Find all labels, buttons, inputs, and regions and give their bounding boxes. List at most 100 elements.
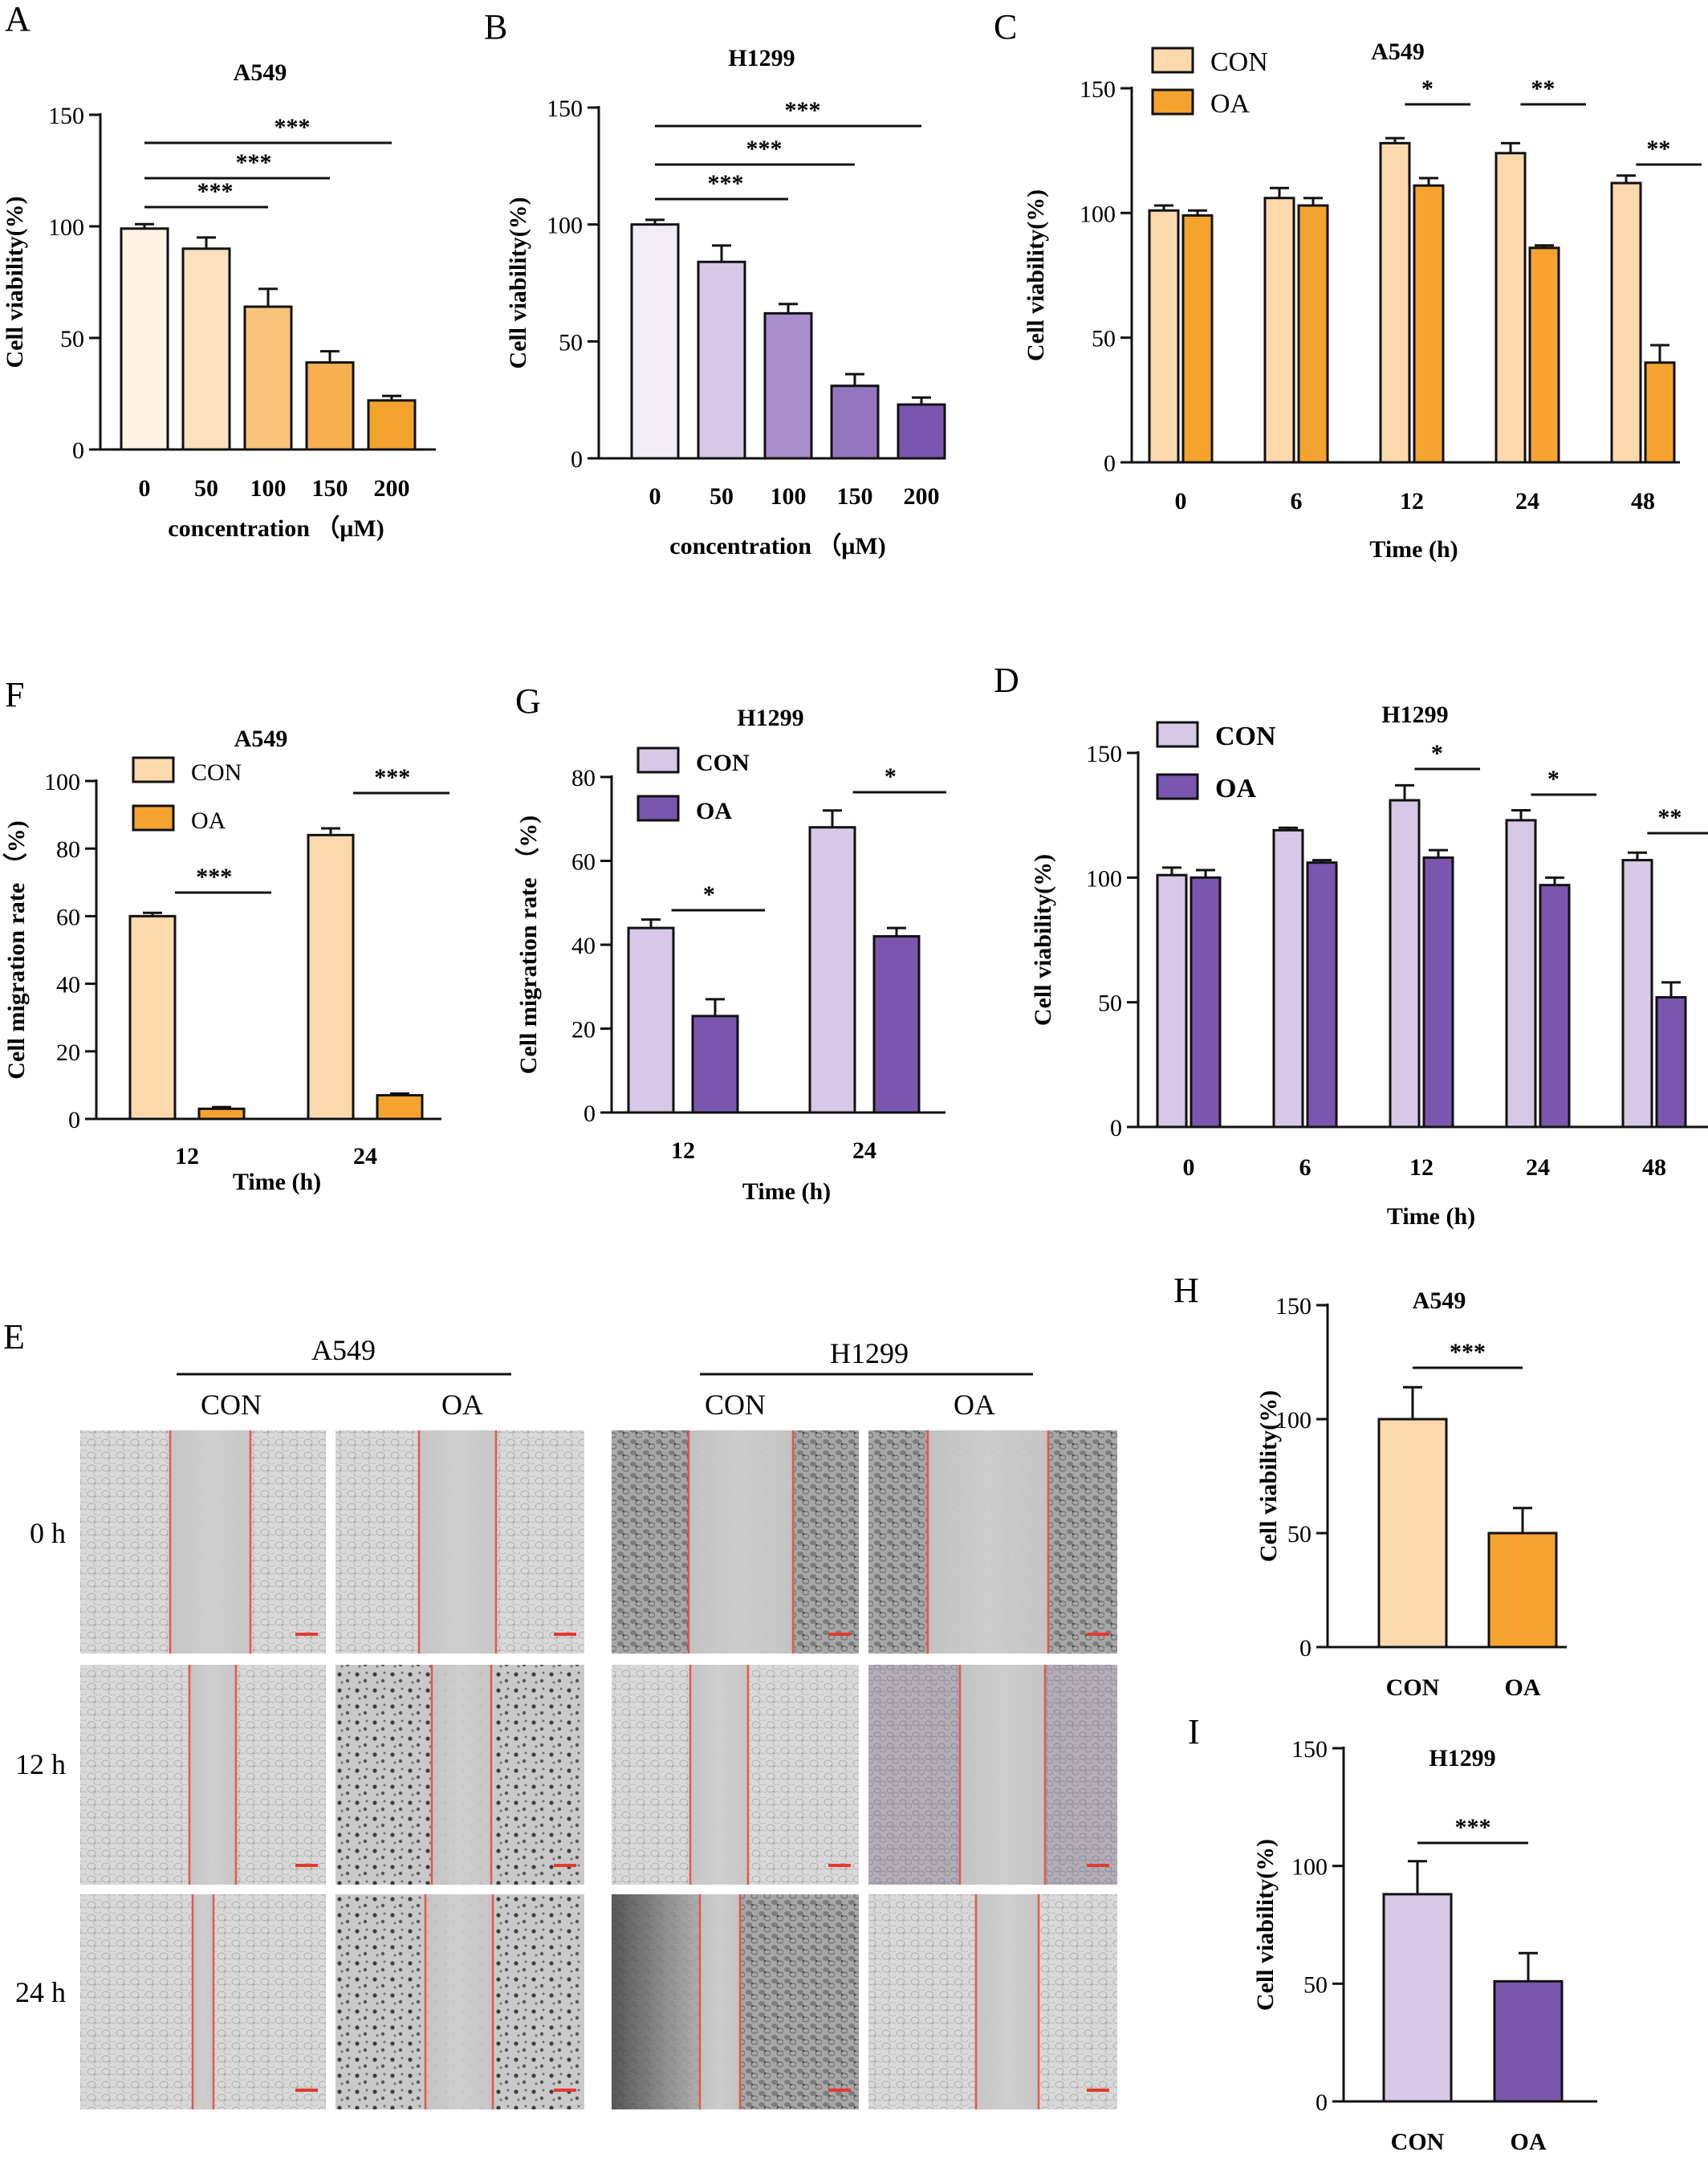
- bar-oa: [1181, 214, 1214, 464]
- micrograph: [336, 1665, 584, 1885]
- column-label-a549-con: CON: [201, 1389, 262, 1421]
- panel-letter-g: G: [515, 681, 541, 721]
- bar-oa: [1297, 204, 1329, 464]
- x-tick-label: 0: [649, 483, 661, 510]
- y-tick-label: 100: [547, 213, 583, 239]
- y-tick-label: 50: [1098, 991, 1122, 1017]
- x-axis-label: Time (h): [233, 1169, 321, 1195]
- y-tick-label: 100: [1080, 201, 1116, 227]
- bar: [697, 260, 746, 460]
- panel-letter-b: B: [484, 7, 507, 47]
- bar-con: [808, 826, 856, 1114]
- bar: [1493, 1979, 1564, 2103]
- legend-swatch: [1156, 721, 1199, 748]
- bar: [367, 399, 417, 451]
- bar: [830, 384, 880, 460]
- y-tick-label: 150: [1275, 1293, 1312, 1320]
- group-label-h1299: H1299: [830, 1337, 909, 1369]
- wound-gap: [689, 1430, 793, 1654]
- y-tick-label: 60: [56, 904, 80, 930]
- chart-g: H1299 0 20 40 60 80 Cell migration rate （%) Tim…: [514, 705, 946, 1205]
- x-tick-label: 6: [1291, 488, 1303, 515]
- micrograph-grid: [80, 1430, 1117, 2109]
- significance-label: ***: [1455, 1814, 1491, 1841]
- panel-letter-f: F: [5, 675, 24, 714]
- x-tick-label: 12: [1400, 488, 1424, 515]
- legend-swatch: [132, 756, 175, 783]
- legend-swatch: [1151, 88, 1194, 116]
- y-tick-label: 50: [1303, 1971, 1328, 1998]
- wound-gap: [193, 1894, 214, 2109]
- bar-con: [1505, 819, 1537, 1129]
- group-label-a549: A549: [311, 1334, 376, 1366]
- micrograph: [80, 1894, 326, 2109]
- wound-gap: [960, 1665, 1045, 1885]
- bar-con: [1156, 873, 1188, 1129]
- bar-con: [128, 914, 177, 1121]
- legend-label: CON: [696, 750, 750, 776]
- bar: [1377, 1418, 1448, 1649]
- bar-oa: [872, 935, 921, 1114]
- significance-label: ***: [197, 178, 234, 205]
- x-axis-label: concentration （μM): [168, 515, 384, 542]
- wound-gap: [419, 1430, 496, 1654]
- micrograph: [612, 1665, 859, 1885]
- bar-con: [1494, 152, 1527, 464]
- legend-label: OA: [1210, 89, 1250, 119]
- x-tick-label: 100: [250, 475, 287, 502]
- x-tick-label: 200: [374, 475, 410, 502]
- bar-con: [1263, 197, 1295, 464]
- x-tick-label: 0: [1183, 1154, 1195, 1181]
- chart-h: A549 0 50 100 150 Cell viability(%) CON OA ***: [1255, 1287, 1567, 1701]
- bar-con: [1610, 181, 1642, 464]
- x-tick-label: 48: [1642, 1154, 1666, 1181]
- significance-label: ***: [274, 114, 311, 140]
- x-tick-label: 24: [852, 1137, 876, 1164]
- y-tick-label: 50: [559, 329, 583, 356]
- x-axis-label: Time (h): [1369, 536, 1458, 563]
- y-axis-label: Cell viability(%): [505, 197, 531, 368]
- row-label-12h: 12 h: [15, 1748, 66, 1780]
- legend-label: OA: [696, 798, 732, 824]
- x-tick-label: 50: [710, 483, 734, 510]
- x-tick-label: 0: [139, 475, 151, 502]
- significance-label: **: [1646, 136, 1670, 162]
- bar: [1487, 1532, 1558, 1649]
- x-tick-label: 12: [1409, 1154, 1434, 1181]
- y-tick-label: 150: [1291, 1736, 1328, 1763]
- y-tick-label: 0: [72, 437, 84, 464]
- y-tick-label: 0: [1299, 1635, 1312, 1662]
- x-tick-label: 24: [353, 1143, 377, 1169]
- panel-letter-a: A: [5, 0, 31, 39]
- row-label-0h: 0 h: [30, 1517, 66, 1549]
- y-axis-label: Cell viability(%): [2, 196, 28, 368]
- legend-label: OA: [1215, 774, 1256, 803]
- bar-oa: [1539, 884, 1571, 1129]
- y-tick-label: 100: [1086, 865, 1122, 892]
- bar: [181, 247, 231, 451]
- legend-swatch: [1151, 47, 1194, 74]
- x-tick-label: 150: [837, 483, 873, 510]
- x-tick-label: 24: [1526, 1154, 1550, 1181]
- micrograph: [80, 1430, 326, 1654]
- y-tick-label: 50: [1092, 326, 1116, 352]
- legend-label: OA: [191, 807, 226, 834]
- bar: [897, 403, 946, 460]
- significance-label: ***: [708, 170, 744, 197]
- y-tick-label: 100: [48, 214, 84, 241]
- x-tick-label: 12: [671, 1137, 695, 1164]
- bar-oa: [1190, 876, 1222, 1129]
- bar-oa: [1413, 184, 1445, 464]
- panel-letter-c: C: [994, 7, 1017, 47]
- row-label-24h: 24 h: [15, 1976, 66, 2008]
- y-tick-label: 0: [571, 446, 583, 473]
- y-tick-label: 50: [60, 326, 84, 352]
- wound-gap: [425, 1894, 493, 2109]
- y-tick-label: 60: [571, 849, 596, 876]
- bar: [243, 305, 293, 451]
- significance-label: ***: [785, 97, 821, 124]
- chart-title: A549: [234, 59, 287, 86]
- wound-gap: [690, 1665, 748, 1885]
- y-tick-label: 40: [571, 933, 596, 959]
